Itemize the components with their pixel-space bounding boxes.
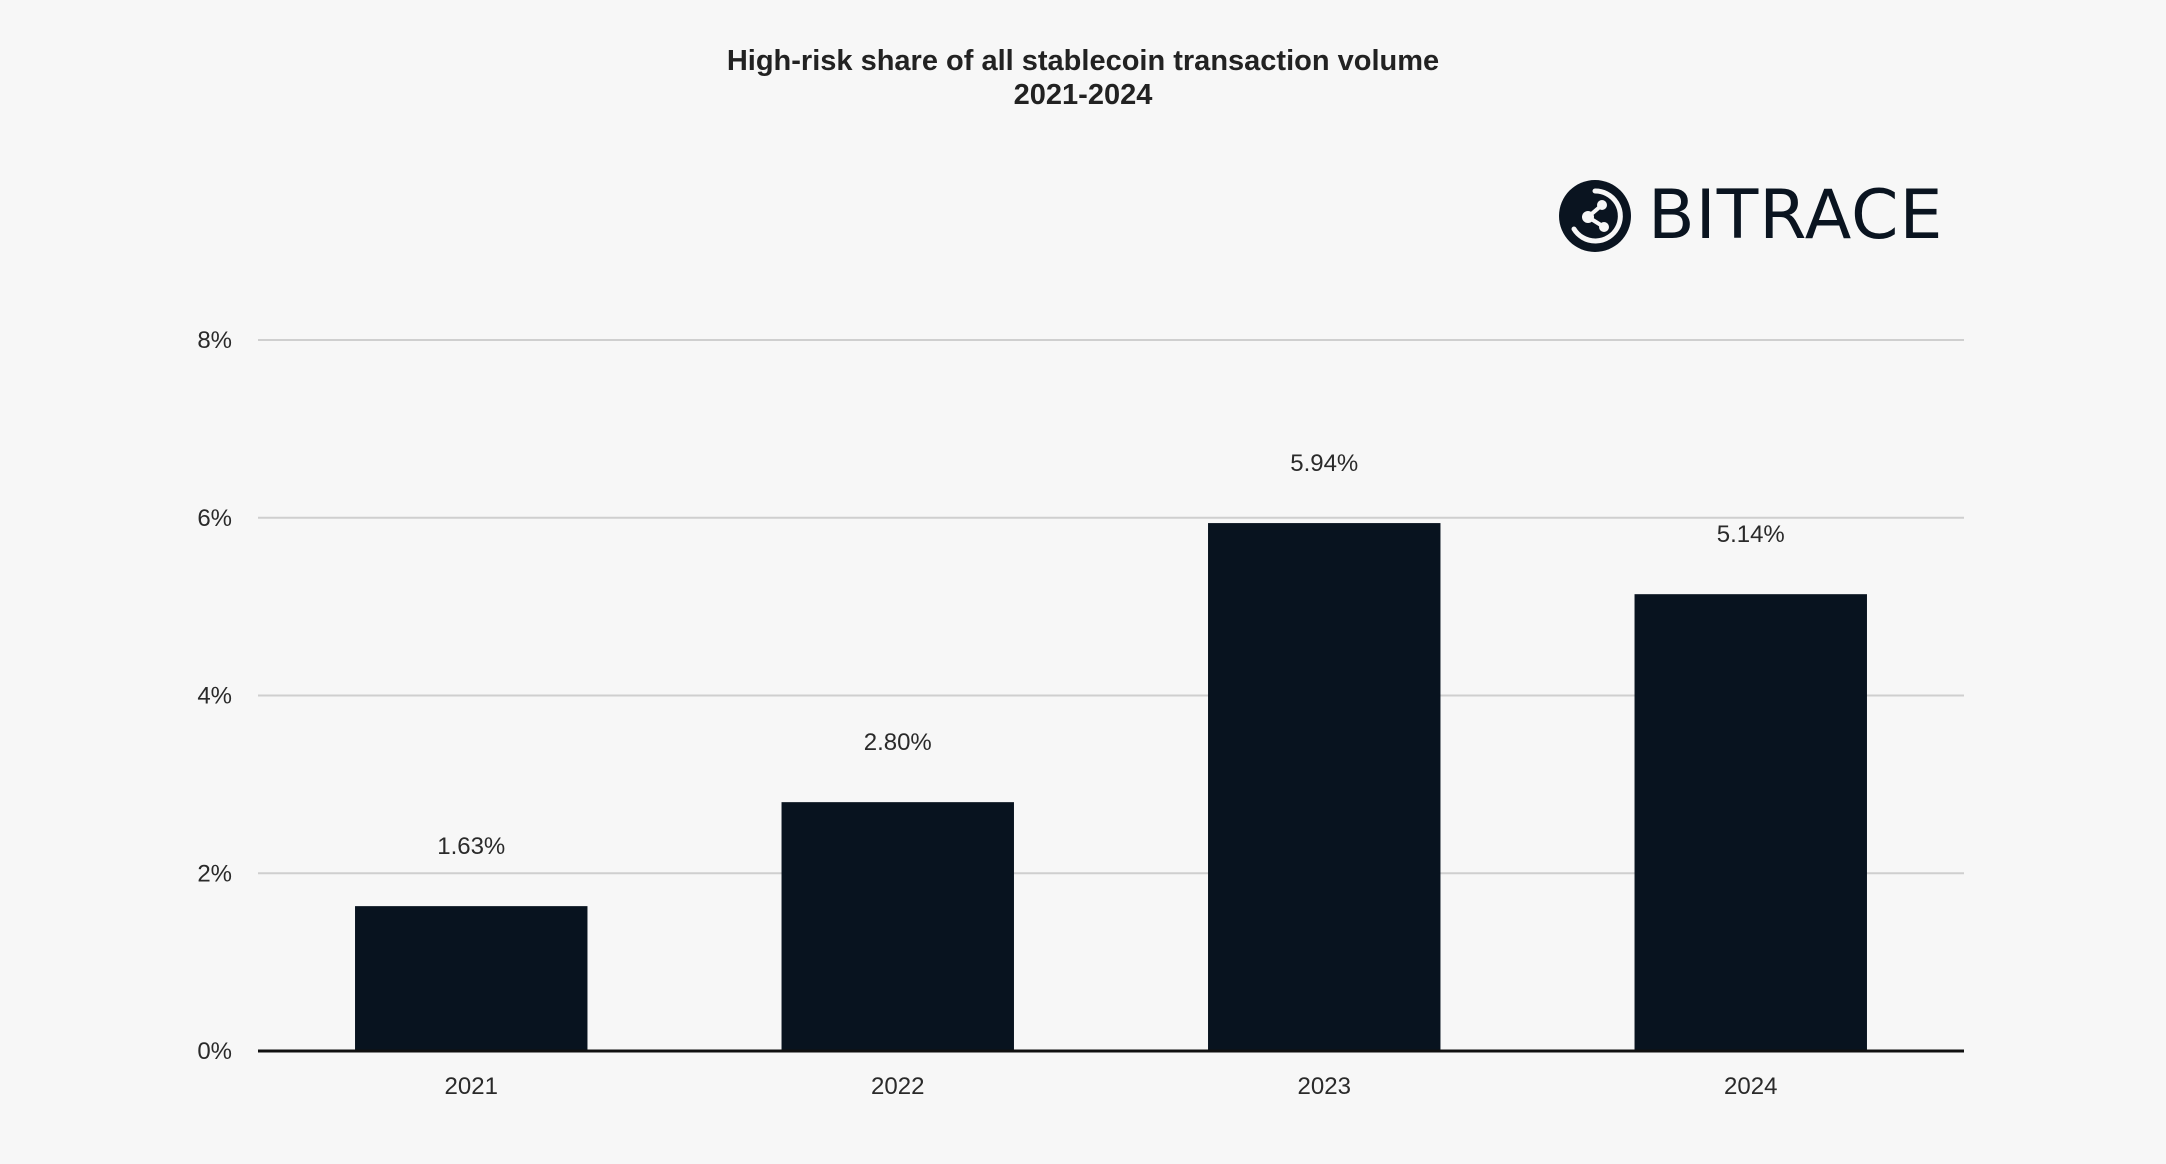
value-label-2021: 1.63%: [437, 833, 505, 860]
bar-2022: [781, 802, 1014, 1051]
chart-title: High-risk share of all stablecoin transa…: [726, 45, 1440, 77]
value-label-2024: 5.14%: [1717, 521, 1785, 548]
bar-2023: [1208, 523, 1441, 1051]
bitrace-logo: BITRACE: [1558, 178, 1944, 254]
bar-2021: [355, 906, 588, 1051]
chart-title-block: High-risk share of all stablecoin transa…: [0, 44, 2166, 112]
bitrace-logo-icon: [1559, 180, 1631, 252]
x-tick-label-2021: 2021: [445, 1073, 498, 1100]
x-tick-label-2024: 2024: [1724, 1073, 1777, 1100]
bars: [355, 523, 1867, 1051]
y-tick-label: 2%: [197, 860, 232, 887]
y-tick-label: 6%: [197, 505, 232, 532]
value-label-2022: 2.80%: [864, 729, 932, 756]
x-tick-label-2023: 2023: [1298, 1073, 1351, 1100]
labels: 0% 2% 4% 6% 8% 1.63% 2021 2.80% 2022 5.94% 2023 5.1…: [197, 327, 1784, 1100]
y-tick-label: 4%: [197, 683, 232, 710]
bitrace-logo-text: BITRACE: [1648, 176, 1944, 255]
x-tick-label-2022: 2022: [871, 1073, 924, 1100]
chart-subtitle: 2021-2024: [1013, 79, 1153, 111]
bar-2024: [1634, 594, 1867, 1051]
y-tick-label: 0%: [197, 1038, 232, 1065]
value-label-2023: 5.94%: [1290, 450, 1358, 477]
y-tick-label: 8%: [197, 327, 232, 354]
